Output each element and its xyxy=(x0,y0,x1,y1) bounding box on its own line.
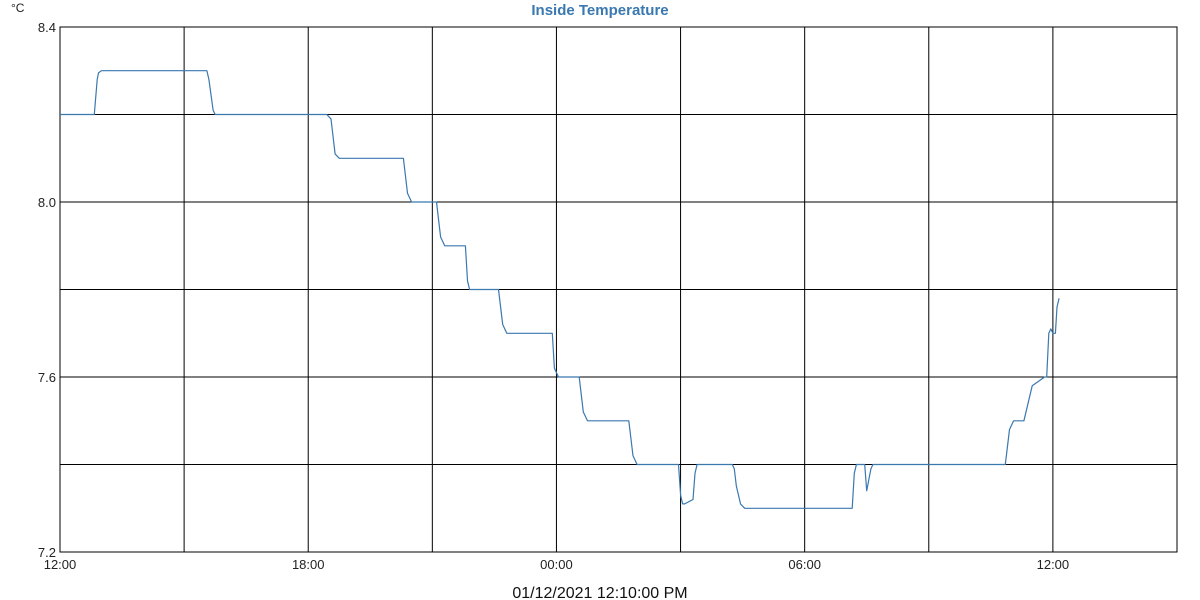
y-tick-label-3: 8.4 xyxy=(38,20,56,35)
y-tick-label-2: 8.0 xyxy=(38,195,56,210)
series-layer xyxy=(60,70,1060,509)
y-tick-label-0: 7.2 xyxy=(38,545,56,560)
x-tick-label-1: 18:00 xyxy=(292,557,325,572)
chart-title: Inside Temperature xyxy=(531,2,668,19)
x-tick-label-4: 12:00 xyxy=(1037,557,1070,572)
y-tick-label-1: 7.6 xyxy=(38,370,56,385)
series-line-0 xyxy=(60,70,1060,509)
y-axis-unit: °C xyxy=(11,1,25,15)
grid xyxy=(59,26,1178,553)
footer-timestamp: 01/12/2021 12:10:00 PM xyxy=(512,585,687,600)
x-axis-ticks: 12:00 18:00 00:00 06:00 12:00 xyxy=(44,557,1069,572)
y-axis-ticks: 7.2 7.6 8.0 8.4 xyxy=(38,20,56,560)
x-tick-label-3: 06:00 xyxy=(788,557,821,572)
x-tick-label-0: 12:00 xyxy=(44,557,77,572)
x-tick-label-2: 00:00 xyxy=(540,557,573,572)
